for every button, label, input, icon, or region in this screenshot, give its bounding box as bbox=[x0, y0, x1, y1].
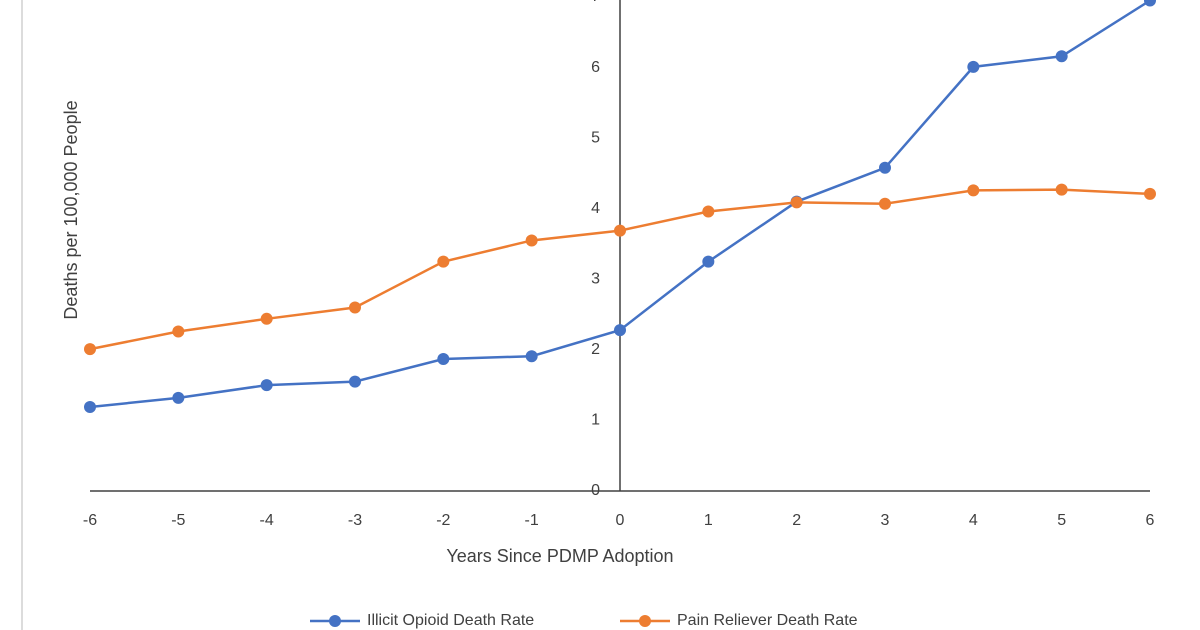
y-tick-label: 5 bbox=[591, 129, 600, 146]
data-point bbox=[437, 353, 450, 366]
data-point bbox=[1055, 50, 1068, 63]
data-point bbox=[172, 325, 185, 338]
data-point bbox=[260, 379, 273, 392]
x-tick-label: -2 bbox=[436, 512, 450, 529]
data-point bbox=[702, 205, 715, 218]
data-point bbox=[260, 312, 273, 325]
y-tick-label: 7 bbox=[591, 0, 600, 5]
data-point bbox=[349, 301, 361, 314]
x-tick-label: 1 bbox=[704, 512, 713, 529]
x-tick-label: -5 bbox=[171, 512, 185, 529]
data-point bbox=[967, 60, 980, 73]
data-point bbox=[1144, 187, 1156, 200]
data-point bbox=[1055, 183, 1068, 196]
data-point bbox=[172, 391, 185, 404]
x-axis-title: Years Since PDMP Adoption bbox=[446, 546, 673, 566]
x-tick-label: 6 bbox=[1146, 512, 1155, 529]
legend-label: Illicit Opioid Death Rate bbox=[367, 612, 534, 629]
data-point bbox=[614, 224, 626, 237]
y-tick-label: 4 bbox=[591, 200, 600, 217]
x-tick-label: 2 bbox=[792, 512, 801, 529]
data-point bbox=[84, 343, 96, 356]
data-point bbox=[525, 350, 538, 363]
x-tick-label: 3 bbox=[881, 512, 890, 529]
data-point bbox=[879, 161, 891, 174]
data-point bbox=[349, 375, 361, 388]
x-tick-label: 5 bbox=[1057, 512, 1066, 529]
x-tick-label: -4 bbox=[260, 512, 274, 529]
data-point bbox=[614, 324, 626, 337]
data-point bbox=[790, 196, 803, 209]
data-point bbox=[1144, 0, 1156, 7]
legend-label: Pain Reliever Death Rate bbox=[677, 612, 858, 629]
data-point bbox=[879, 197, 891, 210]
x-tick-label: 4 bbox=[969, 512, 978, 529]
legend-marker bbox=[639, 615, 651, 627]
y-tick-label: 3 bbox=[591, 271, 600, 288]
data-point bbox=[967, 184, 980, 197]
x-tick-label: -6 bbox=[83, 512, 97, 529]
data-point bbox=[84, 401, 96, 414]
y-tick-label: 6 bbox=[591, 59, 600, 76]
legend-marker bbox=[329, 615, 341, 627]
x-tick-label: -1 bbox=[525, 512, 539, 529]
data-point bbox=[702, 255, 715, 268]
data-point bbox=[437, 255, 450, 268]
x-tick-label: 0 bbox=[616, 512, 625, 529]
x-tick-label: -3 bbox=[348, 512, 362, 529]
y-tick-label: 2 bbox=[591, 341, 600, 358]
y-tick-label: 1 bbox=[591, 412, 600, 429]
data-point bbox=[525, 234, 538, 247]
y-axis-title: Deaths per 100,000 People bbox=[61, 100, 81, 319]
